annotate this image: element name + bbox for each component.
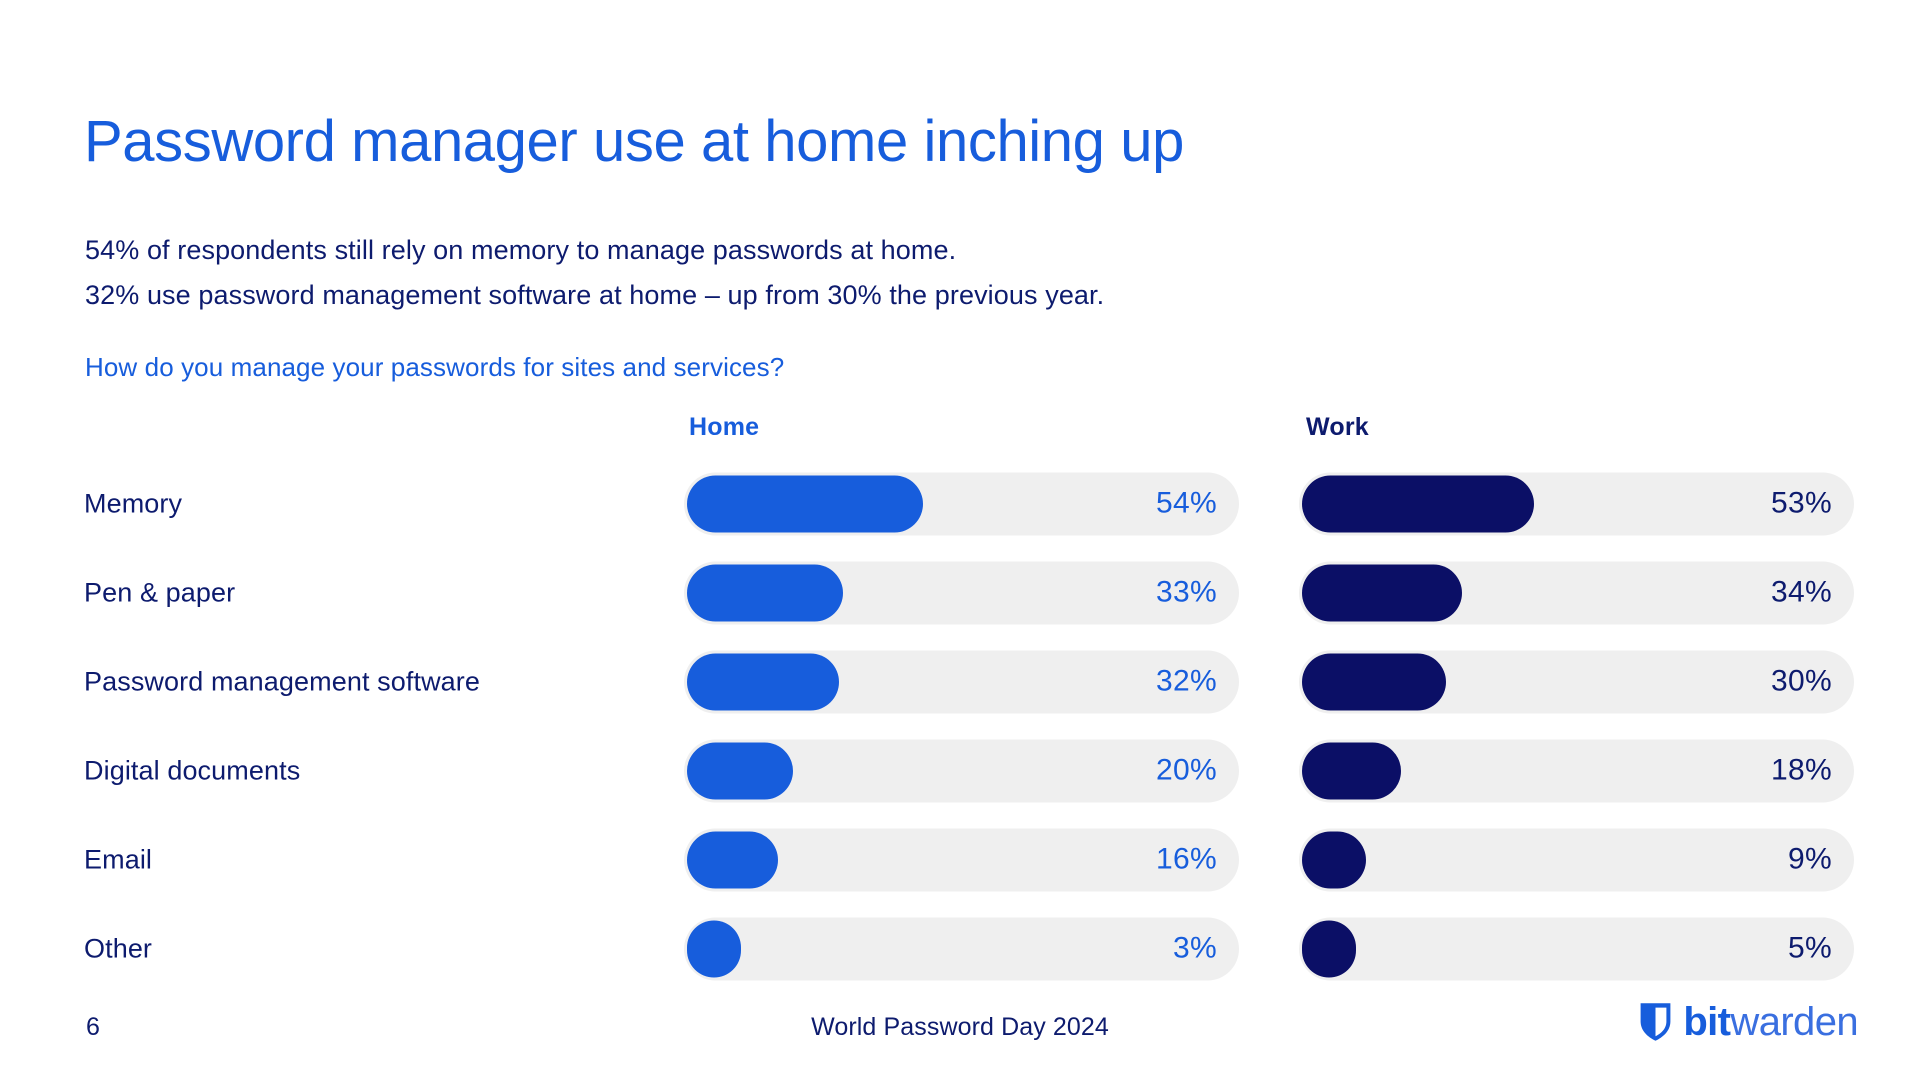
bar-track-home: 3% (684, 917, 1239, 980)
bar-fill-work (1302, 742, 1401, 799)
row-label: Password management software (84, 666, 480, 696)
column-header-work: Work (1306, 413, 1369, 441)
bar-track-work: 30% (1299, 650, 1854, 713)
bar-track-work: 9% (1299, 828, 1854, 891)
subtitle-line-2: 32% use password management software at … (85, 280, 1105, 310)
subtitle-block: 54% of respondents still rely on memory … (85, 228, 1104, 318)
bar-value-home: 16% (1156, 842, 1217, 876)
bar-track-home: 32% (684, 650, 1239, 713)
table-row: Password management software 32% 30% (84, 637, 1864, 726)
bar-fill-work (1302, 475, 1535, 532)
table-row: Memory 54% 53% (84, 459, 1864, 548)
bar-track-home: 54% (684, 472, 1239, 535)
bar-fill-work (1302, 653, 1447, 710)
bar-track-home: 33% (684, 561, 1239, 624)
bar-track-home: 20% (684, 739, 1239, 802)
table-row: Other 3% 5% (84, 904, 1864, 993)
bar-value-home: 3% (1173, 931, 1217, 965)
bar-fill-home (687, 475, 924, 532)
bar-track-work: 5% (1299, 917, 1854, 980)
bar-track-home: 16% (684, 828, 1239, 891)
bar-fill-home (687, 920, 741, 977)
bar-value-work: 18% (1771, 753, 1832, 787)
bitwarden-logo: bitwarden (1639, 1002, 1859, 1042)
row-label: Pen & paper (84, 577, 236, 607)
bar-track-work: 34% (1299, 561, 1854, 624)
bar-value-work: 9% (1788, 842, 1832, 876)
footer-caption: World Password Day 2024 (811, 1013, 1109, 1041)
footer: 6 World Password Day 2024 bitwarden (0, 990, 1920, 1080)
bar-value-home: 54% (1156, 486, 1217, 520)
bar-track-work: 18% (1299, 739, 1854, 802)
bar-fill-home (687, 653, 840, 710)
bar-chart: Home Work Memory 54% 53% Pen & paper (84, 405, 1864, 993)
page-number: 6 (86, 1013, 100, 1041)
bar-fill-work (1302, 831, 1367, 888)
bar-track-work: 53% (1299, 472, 1854, 535)
bar-value-work: 34% (1771, 575, 1832, 609)
bar-fill-home (687, 742, 794, 799)
table-row: Email 16% 9% (84, 815, 1864, 904)
logo-warden: warden (1730, 1000, 1858, 1044)
page-title: Password manager use at home inching up (84, 109, 1184, 174)
chart-column-headers: Home Work (84, 405, 1864, 453)
chart-rows: Memory 54% 53% Pen & paper 33% (84, 459, 1864, 993)
table-row: Digital documents 20% 18% (84, 726, 1864, 815)
row-label: Other (84, 933, 153, 963)
bar-fill-home (687, 831, 779, 888)
survey-question: How do you manage your passwords for sit… (85, 352, 785, 382)
row-label: Email (84, 844, 153, 874)
bar-fill-work (1302, 920, 1356, 977)
logo-bit: bit (1683, 1000, 1731, 1044)
bar-value-home: 20% (1156, 753, 1217, 787)
bar-value-work: 53% (1771, 486, 1832, 520)
logo-wordmark: bitwarden (1683, 1002, 1858, 1042)
column-header-home: Home (689, 413, 760, 441)
table-row: Pen & paper 33% 34% (84, 548, 1864, 637)
row-label: Memory (84, 488, 183, 518)
bar-value-work: 5% (1788, 931, 1832, 965)
bar-value-home: 33% (1156, 575, 1217, 609)
bar-value-home: 32% (1156, 664, 1217, 698)
bar-value-work: 30% (1771, 664, 1832, 698)
subtitle-line-1: 54% of respondents still rely on memory … (85, 235, 957, 265)
row-label: Digital documents (84, 755, 301, 785)
bar-fill-home (687, 564, 843, 621)
shield-icon (1640, 1003, 1671, 1041)
bar-fill-work (1302, 564, 1462, 621)
